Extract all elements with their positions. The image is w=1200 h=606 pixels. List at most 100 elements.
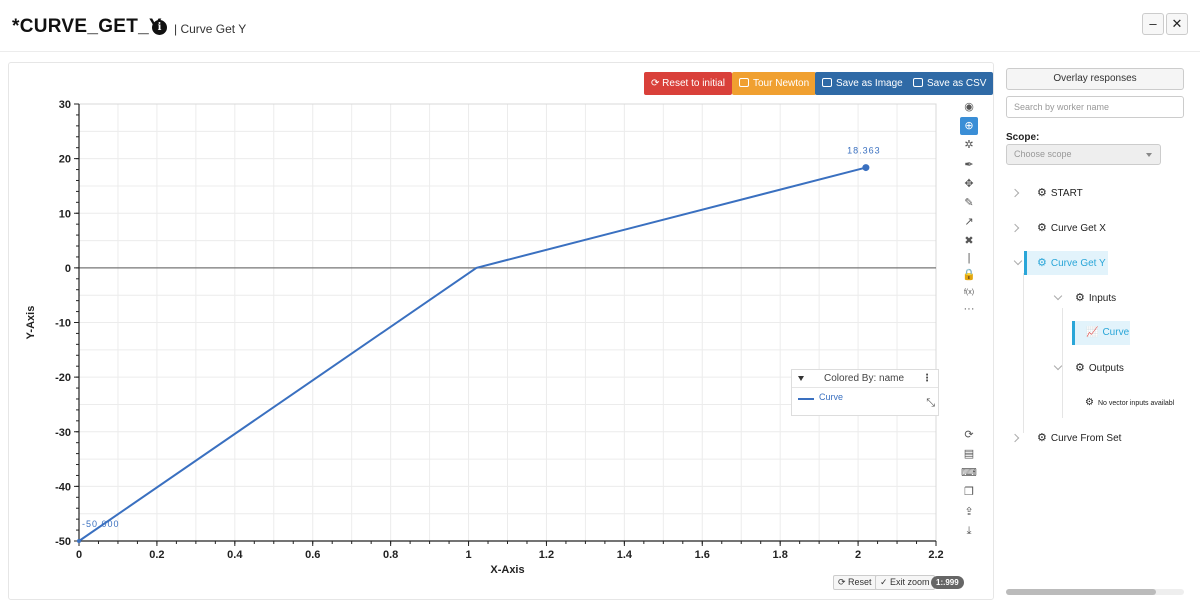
eye-icon[interactable]: ◉ [964,101,974,113]
gear-icon: ⚙ [1037,257,1047,269]
pen-icon[interactable]: ✒ [964,159,974,171]
csv-icon [913,78,923,87]
y-tick-label: 0 [65,263,71,275]
x-tick-label: 0.6 [305,549,320,561]
tree-item-curve-from-set[interactable]: ⚙ Curve From Set [1006,428,1184,448]
tree-item-curve-get-y[interactable]: ⚙ Curve Get Y [1006,251,1184,275]
close-button[interactable]: ✕ [1166,13,1188,35]
save-as-image-label: Save as Image [836,78,903,89]
legend-menu-icon[interactable]: ⋮ [922,373,932,384]
search-input[interactable] [1006,96,1184,118]
x-tick-label: 2 [855,549,861,561]
upload-icon[interactable]: ⇪ [964,506,974,518]
line-chart-icon: 📈 [1086,327,1099,338]
data-point [862,164,870,172]
tree-label: Outputs [1088,363,1124,374]
data-point [77,539,81,543]
right-panel: Overlay responses Scope: Choose scope ⚙S… [1006,68,1184,600]
x-tick-label: 1.6 [695,549,710,561]
chevron-down-icon[interactable] [1053,291,1063,301]
tree-connector [1023,273,1024,433]
scrollbar-thumb[interactable] [1006,589,1156,595]
exit-zoom-button[interactable]: ✓ Exit zoom [875,575,935,590]
tree-item-curve[interactable]: 📈 Curve [1006,321,1184,345]
y-axis-label: Y-Axis [25,306,37,340]
zoom-icon[interactable]: ⊕ [960,117,978,135]
legend-title: Colored By: name [824,373,905,384]
divider-icon: | [967,252,971,264]
refresh-icon[interactable]: ⟳ [964,429,974,441]
reset-to-initial-button[interactable]: ⟳ Reset to initial [644,72,732,95]
reset-zoom-label: Reset [848,577,872,587]
chevron-right-icon[interactable] [1010,188,1020,198]
chevron-down-icon[interactable] [1053,361,1063,371]
reset-zoom-button[interactable]: ⟳ Reset [833,575,877,590]
data-label: 18.363 [847,146,881,156]
scope-placeholder: Choose scope [1014,149,1072,159]
save-as-image-button[interactable]: Save as Image [815,72,910,95]
legend-item[interactable]: Curve ⤡ [792,388,938,415]
tree-label: No vector inputs availabl [1097,400,1175,407]
y-tick-label: 20 [59,154,71,166]
tree-item-curve-get-x[interactable]: ⚙ Curve Get X [1006,218,1184,238]
tree-item-start[interactable]: ⚙ START [1006,183,1184,203]
gear-icon: ⚙ [1037,187,1047,199]
overlay-responses-button[interactable]: Overlay responses [1006,68,1184,90]
page-subtitle: | Curve Get Y [174,22,247,36]
gear-icon: ⚙ [1037,222,1047,234]
arrow-icon[interactable]: ↗ [964,216,974,228]
save-as-csv-button[interactable]: Save as CSV [906,72,994,95]
tree-label: Curve [1102,327,1130,338]
y-tick-label: -30 [55,427,71,439]
tree-label: Inputs [1088,293,1117,304]
save-icon[interactable]: ▤ [963,448,975,460]
chevron-right-icon[interactable] [1010,433,1020,443]
keyboard-icon[interactable]: ⌨ [961,467,977,479]
tree-item-inputs[interactable]: ⚙ Inputs [1006,288,1184,308]
tour-icon [739,78,749,87]
minimize-button[interactable]: – [1142,13,1164,35]
settings-icon[interactable]: ✲ [964,139,974,151]
ratio-label: 1:.999 [936,578,959,587]
tools-icon[interactable]: ✖ [964,235,974,247]
legend-header[interactable]: Colored By: name ⋮ [792,370,938,388]
data-label: -50.000 [82,519,120,529]
move-icon[interactable]: ✥ [964,178,974,190]
tour-newton-button[interactable]: Tour Newton [732,72,817,95]
chevron-down-icon [1146,153,1152,157]
x-tick-label: 0 [76,549,82,561]
tree-item-outputs[interactable]: ⚙ Outputs [1006,358,1184,378]
gear-icon: ⚙ [1075,362,1085,374]
tree-item-no-vector: ⚙ No vector inputs availabl [1006,393,1184,413]
fx-icon[interactable]: f(x) [963,289,975,296]
more-icon[interactable]: ··· [963,303,975,315]
header: *CURVE_GET_Y i | Curve Get Y – ✕ [0,0,1200,52]
download-icon[interactable]: ⤓ [966,525,972,537]
chevron-down-icon[interactable] [1013,256,1023,266]
lock-icon[interactable]: 🔒 [962,269,976,281]
y-tick-label: -40 [55,481,71,493]
resize-icon[interactable]: ⤡ [926,397,935,409]
chart-panel: ⟳ Reset to initial Tour Newton Save as I… [8,62,994,600]
scope-select[interactable]: Choose scope [1006,144,1161,165]
tree-connector [1062,308,1063,418]
chart-axes [74,103,937,546]
gear-icon: ⚙ [1085,397,1094,408]
chart-legend[interactable]: Colored By: name ⋮ Curve ⤡ [791,369,939,416]
x-tick-label: 0.4 [227,549,243,561]
copy-icon[interactable]: ❐ [964,486,974,498]
chart-labels: 0 0.2 0.4 0.6 0.8 1 1.2 1.4 1.6 1.8 2 2.2 30 20 10 0 -10… [25,99,944,576]
chevron-right-icon[interactable] [1010,223,1020,233]
pencil-icon[interactable]: ✎ [964,197,974,209]
horizontal-scrollbar[interactable] [1006,589,1184,595]
y-tick-label: -10 [55,318,71,330]
ratio-badge[interactable]: 1:.999 ⓘ [931,576,964,600]
x-tick-label: 0.2 [149,549,164,561]
chart-grid [78,103,937,542]
tour-newton-label: Tour Newton [753,78,810,89]
collapse-caret-icon[interactable] [798,376,804,381]
info-icon[interactable]: i [152,20,167,35]
gear-icon: ⚙ [1037,432,1047,444]
x-tick-label: 1.2 [539,549,554,561]
line-chart[interactable]: 0 0.2 0.4 0.6 0.8 1 1.2 1.4 1.6 1.8 2 2.2 30 20 10 0 -10… [9,63,995,601]
